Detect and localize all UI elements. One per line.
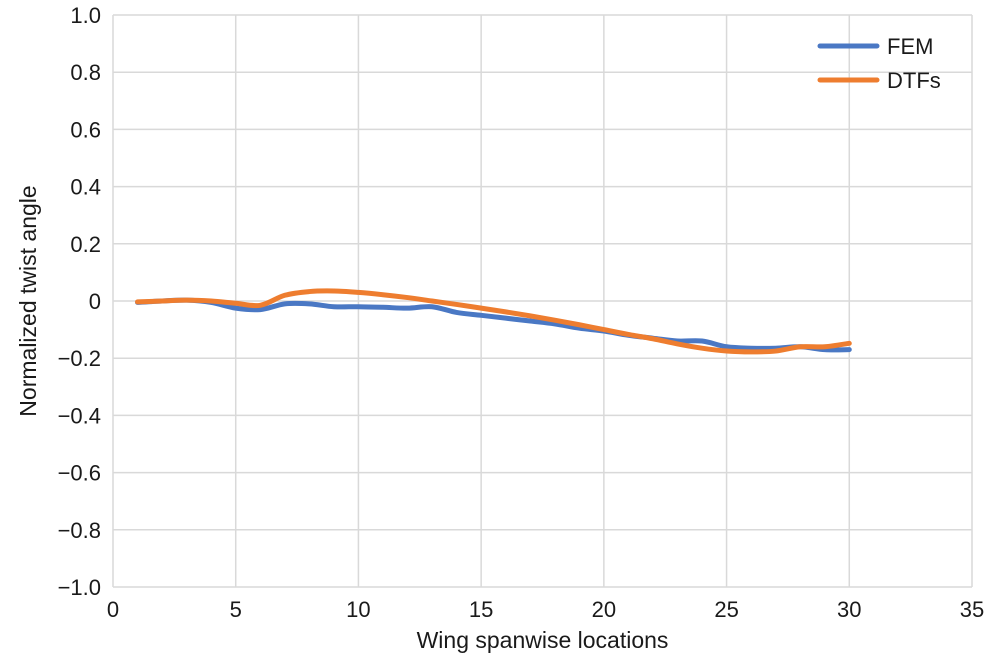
x-tick-label: 25 xyxy=(714,597,738,622)
series-line-fem xyxy=(135,297,852,353)
y-tick-label: 0.4 xyxy=(70,175,101,200)
x-tick-label: 15 xyxy=(469,597,493,622)
legend: FEM DTFs xyxy=(817,34,941,93)
y-tick-label: 0 xyxy=(89,289,101,314)
y-tick-label: 0.6 xyxy=(70,117,101,142)
y-tick-label: −0.8 xyxy=(58,518,101,543)
y-tick-label: −0.6 xyxy=(58,461,101,486)
x-tick-label: 10 xyxy=(346,597,370,622)
y-tick-label: 0.2 xyxy=(70,232,101,257)
x-axis-title: Wing spanwise locations xyxy=(417,627,669,653)
y-tick-label: 1.0 xyxy=(70,3,101,28)
tick-labels: 0 5 10 15 20 25 30 35 1.0 0.8 0.6 0.4 0.2 0 −0.2 −0.4 −0… xyxy=(58,3,985,622)
x-tick-label: 5 xyxy=(230,597,242,622)
y-tick-label: −1.0 xyxy=(58,575,101,600)
grid xyxy=(112,14,973,588)
y-tick-label: 0.8 xyxy=(70,60,101,85)
x-tick-label: 30 xyxy=(837,597,861,622)
legend-label-fem: FEM xyxy=(887,34,933,59)
x-tick-label: 0 xyxy=(107,597,119,622)
y-tick-label: −0.2 xyxy=(58,346,101,371)
y-tick-label: −0.4 xyxy=(58,403,101,428)
x-tick-label: 20 xyxy=(592,597,616,622)
series-line-dtfs xyxy=(135,288,852,355)
legend-label-dtfs: DTFs xyxy=(887,68,941,93)
y-axis-title: Normalized twist angle xyxy=(15,185,41,416)
series-lines xyxy=(135,288,852,355)
x-tick-label: 35 xyxy=(960,597,984,622)
